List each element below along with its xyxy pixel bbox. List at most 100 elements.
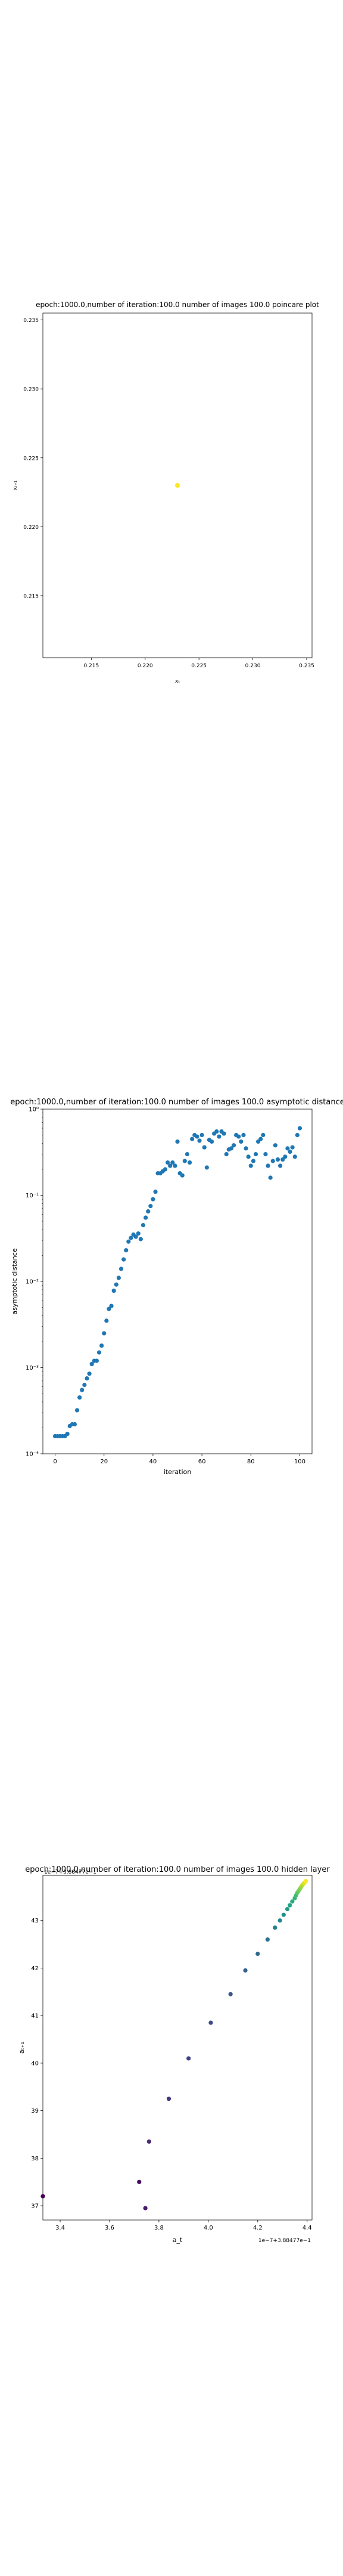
data-point [214,1129,219,1134]
data-point [165,1160,170,1165]
data-point [246,1154,251,1159]
y-tick-label: 0.230 [23,387,39,393]
data-point [82,1382,87,1388]
plot-frame [42,1109,313,1454]
y-tick-label: 0.215 [23,593,39,599]
data-point [292,1154,297,1159]
x-axis-label: xₜ [175,679,180,685]
axis-ticks: 0.215 0.220 0.225 0.230 0.235 0.215 0.220 0.225… [23,318,314,669]
data-point [297,1126,303,1131]
poincare-plot-chart: epoch:1000.0,number of iteration:100.0 n… [13,301,319,685]
x-tick-label: 4.4 [303,2225,312,2231]
y-axis-label: aₜ₊₁ [18,2042,26,2054]
y-tick-label: 10⁻³ [26,1365,39,1371]
data-point [168,1163,173,1168]
data-point [182,1159,187,1163]
x-tick-label: 4.0 [204,2225,213,2231]
y-tick-label: 43 [31,1918,39,1924]
data-point [255,1951,260,1956]
x-offset-text: 1e−7+3.88477e−1 [258,2238,311,2244]
data-point [202,1145,207,1150]
y-tick-label: 39 [31,2108,39,2114]
chart-title: epoch:1000.0,number of iteration:100.0 n… [25,1865,330,1874]
data-point [175,1139,180,1144]
data-point [275,1157,280,1162]
data-point [266,1163,270,1168]
y-tick-label: 0.225 [23,456,39,462]
data-point [74,1408,80,1413]
data-point [224,1151,229,1157]
data-point [151,1197,155,1202]
data-point [94,1358,99,1363]
data-point [170,1160,175,1165]
y-axis-label: xₜ₊₁ [13,480,18,490]
data-points [175,483,180,488]
data-point [107,1306,111,1311]
data-point [119,1267,124,1271]
data-point [65,1432,70,1436]
data-point [285,1907,290,1912]
data-point [190,1137,195,1141]
x-tick-label: 80 [247,1459,255,1465]
data-point [173,1163,177,1168]
data-point [304,1878,308,1884]
data-point [285,1146,290,1151]
data-point [109,1304,114,1308]
data-point [138,1237,143,1241]
data-point [231,1143,236,1148]
data-point [277,1163,283,1168]
plot-frame [42,312,313,658]
asymptotic-distance-chart: epoch:1000.0,number of iteration:100.0 n… [10,1098,343,1476]
data-point [146,2139,151,2144]
x-tick-label: 0 [53,1459,57,1465]
x-tick-label: 3.6 [105,2225,114,2231]
y-tick-label: 40 [31,2060,39,2067]
data-point [126,1239,131,1244]
data-point [124,1248,129,1253]
data-point [80,1388,85,1392]
x-tick-label: 0.230 [245,663,261,669]
data-point [244,1146,248,1151]
data-point [180,1173,185,1178]
data-point [141,1223,146,1228]
data-point [283,1154,288,1159]
y-tick-label: 37 [31,2203,39,2210]
y-tick-label: 10⁻⁴ [26,1451,39,1458]
y-offset-text: 1e−7+3.88477e−1 [44,1869,96,1875]
x-tick-label: 0.215 [83,663,99,669]
data-point [295,1132,300,1138]
data-point [99,1343,104,1348]
x-tick-label: 3.8 [154,2225,164,2231]
data-point [281,1912,286,1917]
x-axis-label: a_t [173,2236,183,2244]
y-tick-label: 41 [31,2013,39,2020]
x-tick-label: 0.235 [299,663,314,669]
data-point [261,1132,266,1138]
x-tick-label: 0.220 [138,663,153,669]
x-tick-label: 60 [198,1459,206,1465]
x-tick-label: 100 [294,1459,305,1465]
data-point [87,1371,92,1376]
data-point [96,1350,102,1355]
data-point [208,2020,213,2025]
data-point [121,1257,126,1262]
data-point [85,1376,89,1381]
data-point [277,1918,282,1923]
data-point [248,1163,253,1168]
axis-ticks: 0 20 40 60 80 100 10⁻⁴ 10⁻³ 10⁻² 10⁻¹ 10⁰ [26,1107,305,1466]
y-tick-label: 10⁻¹ [26,1193,39,1199]
data-point [253,1151,258,1157]
data-point [251,1159,255,1163]
y-tick-label: 0.220 [23,525,39,531]
data-point [166,2097,172,2101]
data-point [129,1236,133,1240]
data-point [222,1131,226,1136]
x-tick-label: 0.225 [191,663,207,669]
data-point [133,1234,138,1239]
data-point [236,1134,241,1139]
data-points [52,1126,303,1439]
x-axis-label: iteration [164,1468,191,1476]
data-point [209,1139,214,1144]
data-point [268,1175,273,1180]
data-point [243,1968,248,1973]
